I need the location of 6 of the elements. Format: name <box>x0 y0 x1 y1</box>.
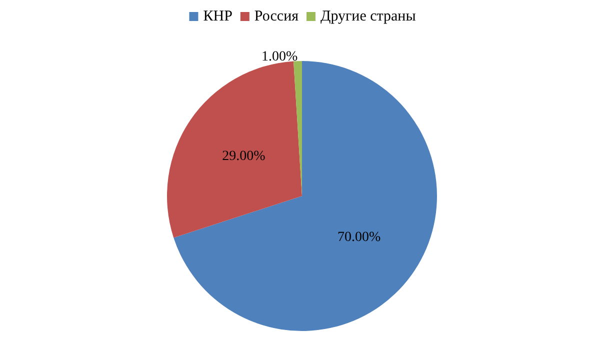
data-label: 1.00% <box>261 50 298 65</box>
data-label: 29.00% <box>222 148 266 164</box>
legend-label: Другие страны <box>320 8 416 24</box>
data-label: 70.00% <box>337 230 381 245</box>
legend-label: Россия <box>254 8 299 24</box>
legend-label: КНР <box>203 8 232 24</box>
